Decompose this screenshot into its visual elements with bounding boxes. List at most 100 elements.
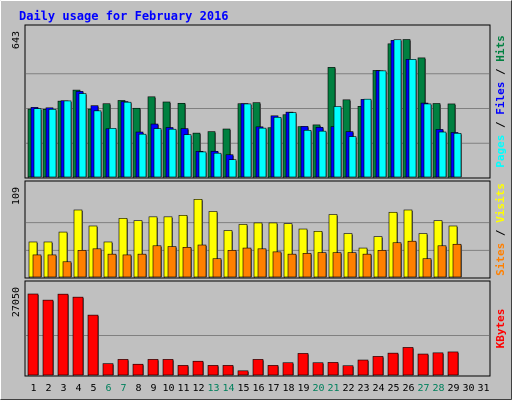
bar-sites-day-26 — [407, 240, 417, 278]
legend-top: Pages / Files / Hits — [494, 35, 507, 168]
x-tick-label-day-5: 5 — [90, 383, 96, 394]
x-tick-label-day-4: 4 — [75, 383, 81, 394]
bar-sites-day-29 — [452, 243, 462, 278]
x-tick-label-day-26: 26 — [402, 383, 414, 394]
bar-sites-day-1 — [32, 254, 42, 278]
bar-kbytes-day-3 — [57, 293, 69, 376]
y-max-label-bottom: 27050 — [11, 287, 22, 317]
x-tick-label-day-27: 27 — [417, 383, 429, 394]
bar-pages-day-15 — [243, 103, 252, 178]
x-tick-label-day-22: 22 — [342, 383, 354, 394]
bar-kbytes-day-5 — [87, 314, 99, 376]
bar-sites-day-24 — [377, 250, 387, 278]
legend-bottom: KBytes — [494, 309, 507, 349]
x-tick-label-day-11: 11 — [177, 383, 189, 394]
bar-kbytes-day-20 — [312, 362, 324, 376]
x-tick-label-day-23: 23 — [357, 383, 369, 394]
x-tick-label-day-16: 16 — [252, 383, 264, 394]
bar-sites-day-10 — [167, 246, 177, 278]
bar-kbytes-day-6 — [102, 363, 114, 376]
bar-pages-day-29 — [453, 133, 462, 178]
bar-kbytes-day-22 — [342, 365, 354, 376]
bar-sites-day-15 — [242, 247, 252, 278]
bar-sites-day-16 — [257, 248, 267, 278]
legend-entry-files: Files — [494, 82, 507, 115]
bar-pages-day-12 — [198, 151, 207, 178]
x-tick-label-day-25: 25 — [387, 383, 399, 394]
x-tick-label-day-18: 18 — [282, 383, 294, 394]
bar-pages-day-14 — [228, 159, 237, 178]
bar-sites-day-7 — [122, 254, 132, 278]
bar-pages-day-27 — [423, 103, 432, 178]
x-tick-label-day-30: 30 — [462, 383, 474, 394]
legend-separator: / — [494, 62, 507, 82]
legend: Pages / Files / Hits Sites / Visits KBytes — [494, 35, 507, 348]
bar-pages-day-25 — [393, 39, 402, 178]
bar-sites-day-17 — [272, 251, 282, 278]
x-tick-label-day-15: 15 — [237, 383, 249, 394]
chart-title: Daily usage for February 2016 — [19, 9, 229, 23]
bar-sites-day-4 — [77, 250, 87, 278]
bar-pages-day-24 — [378, 70, 387, 178]
bar-sites-day-6 — [107, 253, 117, 278]
legend-middle: Sites / Visits — [494, 183, 507, 276]
bar-pages-day-4 — [78, 93, 87, 178]
bar-kbytes-day-1 — [27, 293, 39, 376]
x-tick-label-day-2: 2 — [45, 383, 51, 394]
y-max-label-middle: 109 — [11, 187, 22, 205]
bar-kbytes-day-7 — [117, 359, 129, 376]
x-tick-label-day-17: 17 — [267, 383, 279, 394]
bar-sites-day-3 — [62, 261, 72, 278]
bar-pages-day-20 — [318, 130, 327, 178]
bar-pages-day-11 — [183, 134, 192, 178]
x-tick-label-day-29: 29 — [447, 383, 459, 394]
legend-entry-kbytes: KBytes — [494, 309, 507, 349]
bar-sites-day-5 — [92, 248, 102, 278]
bar-kbytes-day-18 — [282, 362, 294, 376]
bar-sites-day-11 — [182, 247, 192, 278]
bar-kbytes-day-13 — [207, 365, 219, 376]
bar-sites-day-14 — [227, 250, 237, 278]
x-tick-label-day-21: 21 — [327, 383, 339, 394]
bar-pages-day-21 — [333, 106, 342, 178]
bar-sites-day-23 — [362, 253, 372, 278]
bar-kbytes-day-9 — [147, 359, 159, 376]
bar-pages-day-19 — [303, 130, 312, 178]
bar-kbytes-day-16 — [252, 359, 264, 376]
bar-kbytes-day-26 — [402, 347, 414, 376]
bar-kbytes-day-17 — [267, 365, 279, 376]
bar-kbytes-day-12 — [192, 360, 204, 376]
x-tick-label-day-1: 1 — [30, 383, 36, 394]
x-tick-label-day-6: 6 — [105, 383, 111, 394]
panel-top: 643 — [11, 24, 491, 179]
bar-pages-day-7 — [123, 101, 132, 178]
bar-kbytes-day-25 — [387, 352, 399, 376]
bar-kbytes-day-15 — [237, 370, 249, 376]
bar-pages-day-13 — [213, 152, 222, 178]
bar-kbytes-day-10 — [162, 359, 174, 376]
legend-entry-pages: Pages — [494, 135, 507, 168]
x-tick-label-day-9: 9 — [150, 383, 156, 394]
bar-pages-day-1 — [33, 108, 42, 178]
x-tick-label-day-12: 12 — [192, 383, 204, 394]
bar-pages-day-9 — [153, 128, 162, 178]
x-axis-tick-labels: 1 2 3 4 5 6 7 8 9 10 11 12 13 14 15 16 17 18 19 20 21 22 23 24 2… — [30, 383, 489, 394]
bar-sites-day-22 — [347, 252, 357, 278]
bar-kbytes-day-21 — [327, 362, 339, 376]
bar-pages-day-3 — [63, 100, 72, 178]
y-max-label-top: 643 — [11, 31, 22, 49]
bar-sites-day-27 — [422, 258, 432, 278]
x-tick-label-day-24: 24 — [372, 383, 384, 394]
bar-pages-day-8 — [138, 133, 147, 178]
x-tick-label-day-13: 13 — [207, 383, 219, 394]
bar-kbytes-day-14 — [222, 365, 234, 376]
x-tick-label-day-20: 20 — [312, 383, 324, 394]
bar-sites-day-21 — [332, 252, 342, 278]
bar-kbytes-day-23 — [357, 359, 369, 376]
bar-pages-day-23 — [363, 98, 372, 178]
legend-entry-hits: Hits — [494, 35, 507, 62]
bar-kbytes-day-28 — [432, 352, 444, 376]
panel-bottom: 27050 — [11, 280, 491, 377]
bar-sites-day-8 — [137, 253, 147, 278]
